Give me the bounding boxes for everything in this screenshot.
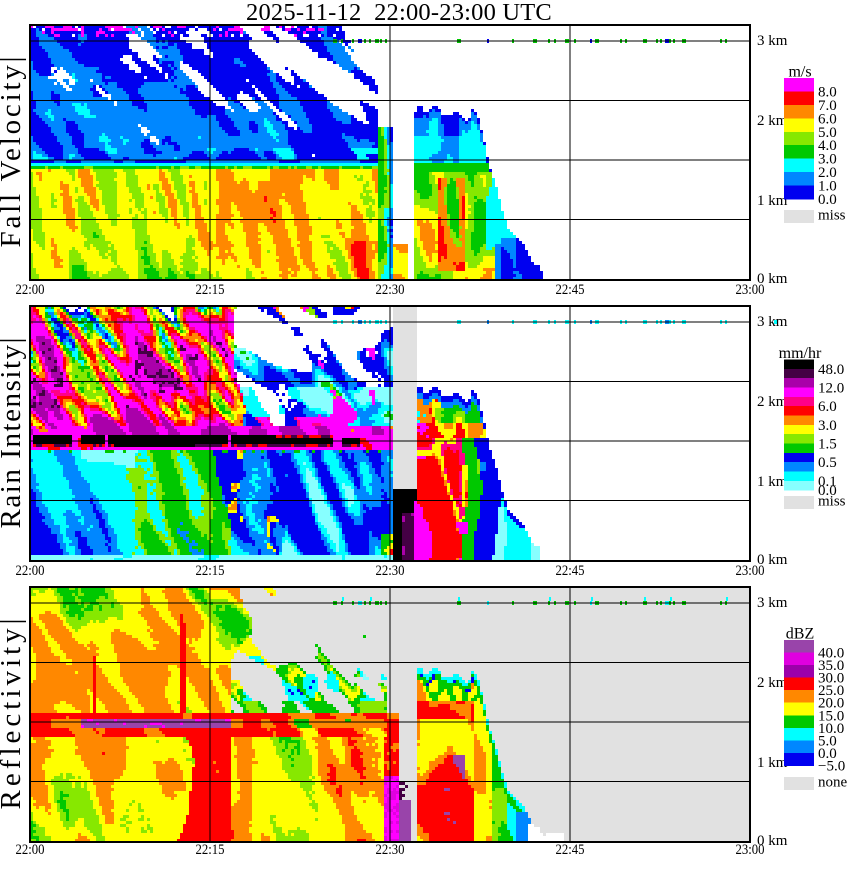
svg-text:10.0: 10.0 bbox=[818, 721, 844, 737]
svg-text:22:00: 22:00 bbox=[16, 563, 45, 579]
svg-text:35.0: 35.0 bbox=[818, 658, 844, 674]
svg-text:22:45: 22:45 bbox=[556, 563, 585, 579]
svg-text:0.1: 0.1 bbox=[818, 474, 837, 490]
svg-text:2 km: 2 km bbox=[757, 675, 788, 691]
svg-text:22:15: 22:15 bbox=[196, 842, 225, 858]
svg-text:mm/hr: mm/hr bbox=[779, 345, 822, 362]
svg-text:22:30: 22:30 bbox=[376, 563, 405, 579]
svg-text:4.0: 4.0 bbox=[818, 138, 837, 154]
svg-text:dBZ: dBZ bbox=[786, 625, 814, 642]
svg-text:0.0: 0.0 bbox=[818, 483, 837, 499]
svg-text:23:00: 23:00 bbox=[736, 563, 765, 579]
svg-text:none: none bbox=[818, 775, 848, 791]
svg-text:22:00: 22:00 bbox=[16, 842, 45, 858]
svg-text:m/s: m/s bbox=[788, 64, 811, 81]
svg-text:3.0: 3.0 bbox=[818, 418, 837, 434]
svg-text:Reflectivity|: Reflectivity| bbox=[0, 619, 27, 810]
svg-text:3 km: 3 km bbox=[757, 314, 788, 330]
svg-text:3 km: 3 km bbox=[757, 33, 788, 49]
svg-text:Fall Velocity|: Fall Velocity| bbox=[0, 57, 27, 248]
svg-text:−5.0: −5.0 bbox=[818, 759, 845, 775]
svg-text:8.0: 8.0 bbox=[818, 84, 837, 100]
svg-text:15.0: 15.0 bbox=[818, 708, 844, 724]
svg-text:1.0: 1.0 bbox=[818, 179, 837, 195]
svg-text:3 km: 3 km bbox=[757, 595, 788, 611]
svg-text:miss: miss bbox=[818, 494, 846, 510]
svg-text:1 km: 1 km bbox=[757, 474, 788, 490]
svg-text:6.0: 6.0 bbox=[818, 111, 837, 127]
svg-text:22:30: 22:30 bbox=[376, 842, 405, 858]
svg-text:0 km: 0 km bbox=[757, 833, 788, 849]
svg-text:30.0: 30.0 bbox=[818, 671, 844, 687]
svg-text:3.0: 3.0 bbox=[818, 152, 837, 168]
svg-text:48.0: 48.0 bbox=[818, 362, 844, 378]
svg-text:2025-11-12 22:00-23:00 UTC: 2025-11-12 22:00-23:00 UTC bbox=[246, 0, 552, 26]
svg-text:22:30: 22:30 bbox=[376, 282, 405, 298]
svg-text:23:00: 23:00 bbox=[736, 842, 765, 858]
svg-text:20.0: 20.0 bbox=[818, 696, 844, 712]
svg-text:1 km: 1 km bbox=[757, 755, 788, 771]
svg-text:0.5: 0.5 bbox=[818, 455, 837, 471]
svg-text:25.0: 25.0 bbox=[818, 683, 844, 699]
svg-text:5.0: 5.0 bbox=[818, 733, 837, 749]
svg-text:0 km: 0 km bbox=[757, 552, 788, 568]
svg-text:23:00: 23:00 bbox=[736, 282, 765, 298]
svg-text:2 km: 2 km bbox=[757, 113, 788, 129]
svg-text:5.0: 5.0 bbox=[818, 125, 837, 141]
svg-text:0.0: 0.0 bbox=[818, 192, 837, 208]
svg-text:7.0: 7.0 bbox=[818, 98, 837, 114]
svg-text:22:15: 22:15 bbox=[196, 282, 225, 298]
svg-text:0 km: 0 km bbox=[757, 271, 788, 287]
svg-text:22:45: 22:45 bbox=[556, 842, 585, 858]
svg-text:1.5: 1.5 bbox=[818, 437, 837, 453]
svg-text:2.0: 2.0 bbox=[818, 165, 837, 181]
svg-text:miss: miss bbox=[818, 208, 846, 224]
svg-text:12.0: 12.0 bbox=[818, 381, 844, 397]
svg-text:6.0: 6.0 bbox=[818, 399, 837, 415]
svg-text:22:15: 22:15 bbox=[196, 563, 225, 579]
svg-text:22:00: 22:00 bbox=[16, 282, 45, 298]
svg-text:22:45: 22:45 bbox=[556, 282, 585, 298]
svg-text:2 km: 2 km bbox=[757, 394, 788, 410]
svg-text:40.0: 40.0 bbox=[818, 646, 844, 662]
svg-text:0.0: 0.0 bbox=[818, 746, 837, 762]
svg-text:1 km: 1 km bbox=[757, 193, 788, 209]
